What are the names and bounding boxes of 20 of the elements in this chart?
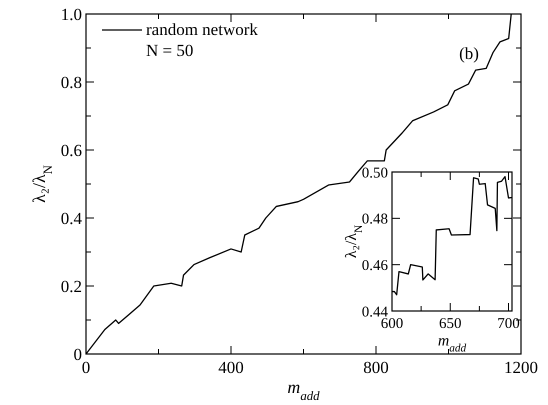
annotation: N = 50	[146, 41, 194, 60]
y-tick-label: 0.2	[60, 276, 82, 296]
annotation: (b)	[459, 44, 479, 63]
x-tick-label: 700	[497, 316, 520, 332]
y-tick-label: 0.50	[362, 165, 388, 182]
x-axis-title: m$_{add}$	[287, 377, 320, 404]
y-tick-label: 0.8	[60, 72, 82, 92]
y-tick-label: 0.6	[60, 140, 82, 160]
x-tick-label: 600	[380, 316, 404, 332]
y-tick-label: 1.0	[60, 4, 82, 24]
x-axis-title: m$_{add}$	[438, 332, 467, 354]
y-tick-label: 0.48	[362, 212, 388, 228]
y-tick-label: 0.46	[362, 258, 388, 274]
x-tick-label: 800	[363, 358, 389, 377]
x-tick-label: 650	[439, 316, 462, 332]
x-tick-label: 400	[218, 358, 244, 377]
y-tick-label: 0	[74, 344, 82, 364]
x-tick-label: 1200	[504, 358, 538, 377]
legend-label: random network	[146, 20, 258, 39]
y-tick-label: 0.4	[60, 208, 82, 228]
